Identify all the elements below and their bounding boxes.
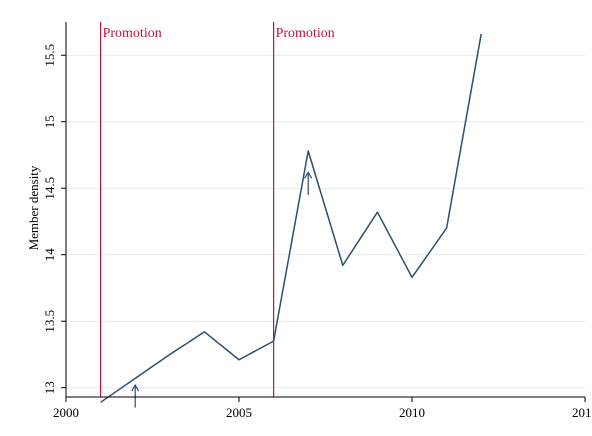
arrow-head [131, 383, 140, 392]
y-tick-label: 15.5 [42, 44, 57, 67]
annotation-layer: Promotion Promotion [99, 22, 335, 408]
x-tick-label: 2000 [53, 405, 79, 420]
x-tick-label: 2005 [226, 405, 252, 420]
axis-layer: 2000 2005 2010 2015 13 13.5 14 14.5 15 15.5 [42, 22, 592, 420]
x-tick-label: 2010 [399, 405, 425, 420]
promotion-label: Promotion [276, 26, 335, 41]
y-tick-label: 15 [42, 115, 57, 128]
y-tick-label: 13.5 [42, 310, 57, 333]
arrow-head [304, 171, 313, 179]
series-layer [100, 33, 482, 403]
y-tick-label: 14 [42, 248, 57, 262]
y-axis-title: Member density [26, 165, 41, 250]
series-line [100, 33, 482, 403]
promotion-label: Promotion [103, 26, 162, 41]
y-tick-label: 13 [42, 381, 57, 394]
grid-layer [66, 54, 585, 389]
x-tick-label: 2015 [572, 405, 592, 420]
y-tick-label: 14.5 [42, 177, 57, 200]
